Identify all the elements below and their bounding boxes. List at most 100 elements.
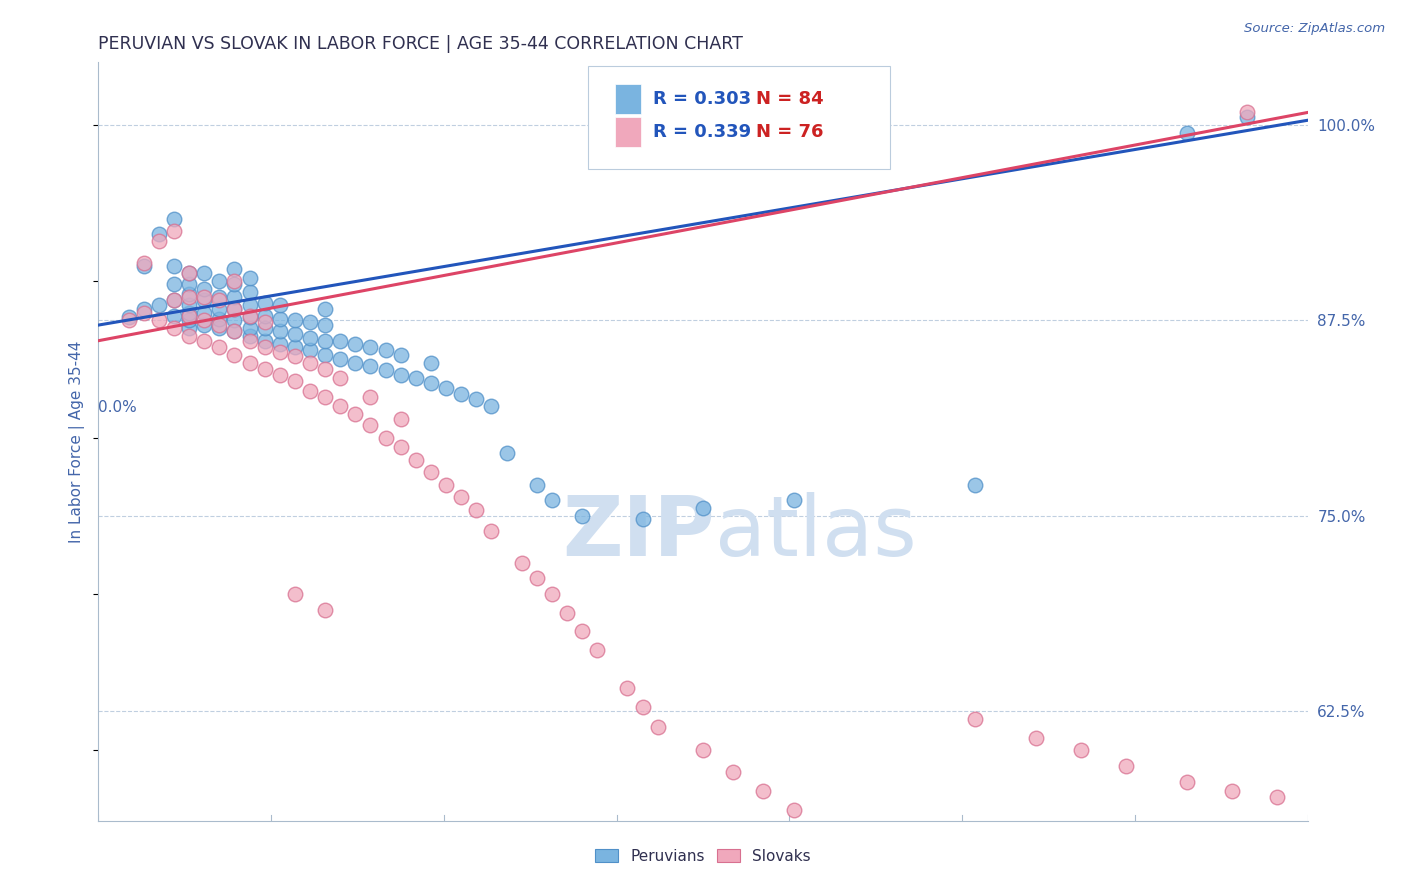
- Point: [269, 298, 291, 312]
- Point: [752, 784, 775, 798]
- Point: [284, 587, 307, 601]
- Point: [224, 302, 246, 317]
- Point: [239, 309, 262, 323]
- Point: [692, 743, 714, 757]
- FancyBboxPatch shape: [588, 66, 890, 169]
- Point: [723, 765, 745, 780]
- Point: [329, 352, 352, 367]
- Point: [374, 343, 396, 357]
- Point: [571, 508, 593, 523]
- Point: [193, 313, 215, 327]
- FancyBboxPatch shape: [614, 117, 641, 147]
- Point: [163, 309, 186, 323]
- Point: [314, 302, 336, 317]
- Point: [526, 571, 548, 585]
- Point: [208, 318, 231, 332]
- Point: [179, 290, 201, 304]
- Point: [299, 355, 322, 369]
- Point: [253, 321, 276, 335]
- Point: [148, 234, 170, 248]
- Point: [224, 277, 246, 292]
- Point: [420, 355, 443, 369]
- Text: R = 0.303: R = 0.303: [654, 90, 752, 108]
- Text: Source: ZipAtlas.com: Source: ZipAtlas.com: [1244, 22, 1385, 36]
- Text: atlas: atlas: [716, 492, 917, 573]
- Point: [284, 349, 307, 363]
- Point: [405, 371, 427, 385]
- Point: [269, 336, 291, 351]
- Point: [314, 602, 336, 616]
- Point: [179, 321, 201, 335]
- Point: [344, 407, 367, 421]
- Point: [918, 857, 941, 871]
- Point: [1236, 110, 1258, 124]
- Point: [269, 324, 291, 338]
- Point: [540, 493, 562, 508]
- Point: [208, 293, 231, 307]
- Point: [450, 387, 472, 401]
- Point: [253, 340, 276, 354]
- Point: [360, 390, 382, 404]
- Point: [1236, 105, 1258, 120]
- Text: PERUVIAN VS SLOVAK IN LABOR FORCE | AGE 35-44 CORRELATION CHART: PERUVIAN VS SLOVAK IN LABOR FORCE | AGE …: [98, 35, 744, 53]
- Point: [360, 359, 382, 373]
- Point: [314, 362, 336, 376]
- Point: [299, 315, 322, 329]
- Point: [224, 274, 246, 288]
- Point: [299, 384, 322, 398]
- Point: [1175, 126, 1198, 140]
- Point: [555, 606, 578, 620]
- Point: [253, 309, 276, 323]
- Point: [148, 298, 170, 312]
- Point: [389, 348, 412, 362]
- Legend: Peruvians, Slovaks: Peruvians, Slovaks: [589, 843, 817, 870]
- Text: R = 0.339: R = 0.339: [654, 123, 752, 141]
- Point: [965, 477, 987, 491]
- Point: [132, 302, 155, 317]
- Text: N = 76: N = 76: [756, 123, 824, 141]
- Point: [450, 490, 472, 504]
- Point: [360, 340, 382, 354]
- Point: [253, 315, 276, 329]
- Point: [1267, 790, 1289, 805]
- Point: [239, 334, 262, 348]
- Point: [1024, 731, 1046, 745]
- Point: [224, 313, 246, 327]
- Point: [1220, 784, 1243, 798]
- Point: [253, 362, 276, 376]
- Point: [873, 845, 896, 859]
- Point: [193, 267, 215, 281]
- Point: [329, 371, 352, 385]
- Point: [179, 286, 201, 301]
- Point: [1115, 759, 1137, 773]
- Point: [148, 227, 170, 242]
- Point: [224, 290, 246, 304]
- Point: [179, 267, 201, 281]
- Point: [844, 830, 866, 844]
- Point: [163, 293, 186, 307]
- Text: ZIP: ZIP: [562, 492, 716, 573]
- Point: [465, 502, 488, 516]
- Point: [224, 324, 246, 338]
- Point: [374, 363, 396, 377]
- Point: [616, 681, 638, 695]
- Point: [208, 321, 231, 335]
- Point: [344, 336, 367, 351]
- Point: [389, 440, 412, 454]
- Point: [647, 720, 669, 734]
- FancyBboxPatch shape: [614, 84, 641, 114]
- Point: [284, 340, 307, 354]
- Point: [540, 587, 562, 601]
- Point: [239, 329, 262, 343]
- Point: [132, 259, 155, 273]
- Point: [434, 477, 457, 491]
- Point: [586, 643, 609, 657]
- Point: [208, 311, 231, 326]
- Point: [783, 493, 806, 508]
- Point: [132, 255, 155, 269]
- Point: [299, 343, 322, 357]
- Point: [132, 305, 155, 319]
- Point: [239, 285, 262, 300]
- Point: [208, 274, 231, 288]
- Point: [465, 392, 488, 406]
